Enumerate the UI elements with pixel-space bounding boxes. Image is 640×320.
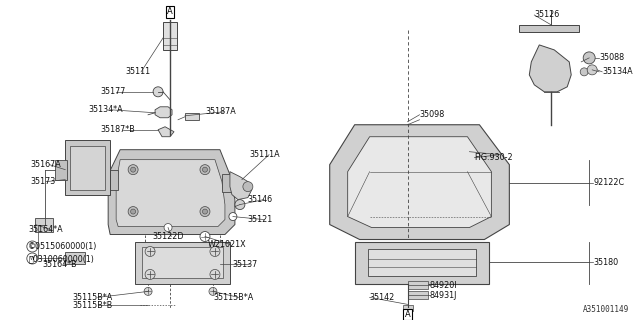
Polygon shape — [348, 137, 492, 228]
Bar — [70, 146, 105, 190]
Text: 35098: 35098 — [420, 110, 445, 119]
Circle shape — [27, 241, 38, 252]
Polygon shape — [142, 247, 223, 278]
Bar — [55, 160, 67, 180]
Text: 35187*B: 35187*B — [100, 125, 135, 134]
Circle shape — [27, 253, 38, 264]
Text: 35187A: 35187A — [205, 107, 236, 116]
Circle shape — [580, 68, 588, 76]
Circle shape — [235, 200, 245, 210]
Text: 84920I: 84920I — [429, 281, 457, 290]
Circle shape — [128, 207, 138, 217]
Polygon shape — [135, 242, 230, 284]
Polygon shape — [230, 172, 252, 200]
Text: 35146: 35146 — [248, 195, 273, 204]
Text: 35164*B: 35164*B — [42, 260, 77, 269]
Bar — [35, 218, 53, 232]
Text: W: W — [30, 256, 35, 261]
Text: 35121: 35121 — [248, 215, 273, 224]
Circle shape — [209, 287, 217, 295]
Text: 35177: 35177 — [100, 87, 125, 96]
Circle shape — [128, 165, 138, 175]
Polygon shape — [116, 160, 225, 227]
Text: 35137: 35137 — [233, 260, 258, 269]
Circle shape — [200, 232, 210, 242]
Text: 35164*A: 35164*A — [28, 225, 63, 234]
Polygon shape — [158, 127, 174, 137]
Polygon shape — [155, 107, 172, 118]
Circle shape — [587, 65, 597, 75]
Circle shape — [145, 246, 155, 256]
Circle shape — [229, 212, 237, 220]
Text: 35115B*A: 35115B*A — [213, 293, 253, 302]
Text: 35142: 35142 — [370, 293, 395, 302]
Text: ©0515060000(1): ©0515060000(1) — [28, 242, 98, 251]
Text: 35111: 35111 — [125, 67, 150, 76]
Text: A: A — [167, 7, 173, 16]
Circle shape — [202, 167, 207, 172]
Text: A351001149: A351001149 — [583, 305, 629, 314]
Text: FIG.930-2: FIG.930-2 — [474, 153, 513, 162]
Polygon shape — [519, 25, 579, 32]
Bar — [222, 174, 232, 192]
Text: 84931J: 84931J — [429, 291, 457, 300]
Text: 35122D: 35122D — [152, 232, 184, 241]
Text: 35115B*B: 35115B*B — [72, 301, 113, 310]
Text: A: A — [404, 310, 410, 319]
Text: 35173: 35173 — [30, 177, 56, 186]
Bar — [403, 305, 413, 311]
Circle shape — [210, 246, 220, 256]
Text: ␸0310060000(1): ␸0310060000(1) — [28, 254, 94, 263]
Circle shape — [200, 207, 210, 217]
Circle shape — [153, 87, 163, 97]
Circle shape — [200, 165, 210, 175]
Text: 35134*A: 35134*A — [88, 105, 123, 114]
Bar — [408, 281, 428, 289]
Text: C: C — [31, 244, 34, 249]
Text: 35111A: 35111A — [250, 150, 280, 159]
Text: 35134A: 35134A — [602, 67, 633, 76]
Circle shape — [243, 182, 253, 192]
Text: 35126: 35126 — [534, 11, 559, 20]
Text: 35115B*A: 35115B*A — [72, 293, 113, 302]
Text: 92122C: 92122C — [593, 178, 624, 187]
Bar — [163, 22, 177, 50]
Bar — [185, 113, 199, 120]
Polygon shape — [355, 242, 490, 284]
Polygon shape — [108, 150, 235, 235]
Polygon shape — [367, 250, 476, 276]
Circle shape — [131, 167, 136, 172]
Bar — [408, 292, 428, 300]
Circle shape — [202, 209, 207, 214]
Bar — [65, 252, 85, 264]
Circle shape — [164, 224, 172, 232]
Text: 35088: 35088 — [599, 53, 624, 62]
Text: 35180: 35180 — [593, 258, 618, 267]
Circle shape — [145, 269, 155, 279]
Bar — [65, 140, 110, 195]
Circle shape — [131, 209, 136, 214]
Text: 35167A: 35167A — [30, 160, 61, 169]
Polygon shape — [330, 125, 509, 239]
Circle shape — [144, 287, 152, 295]
Text: W21021X: W21021X — [208, 240, 246, 249]
Polygon shape — [529, 45, 572, 92]
Circle shape — [210, 269, 220, 279]
Bar — [108, 170, 118, 190]
Circle shape — [583, 52, 595, 64]
